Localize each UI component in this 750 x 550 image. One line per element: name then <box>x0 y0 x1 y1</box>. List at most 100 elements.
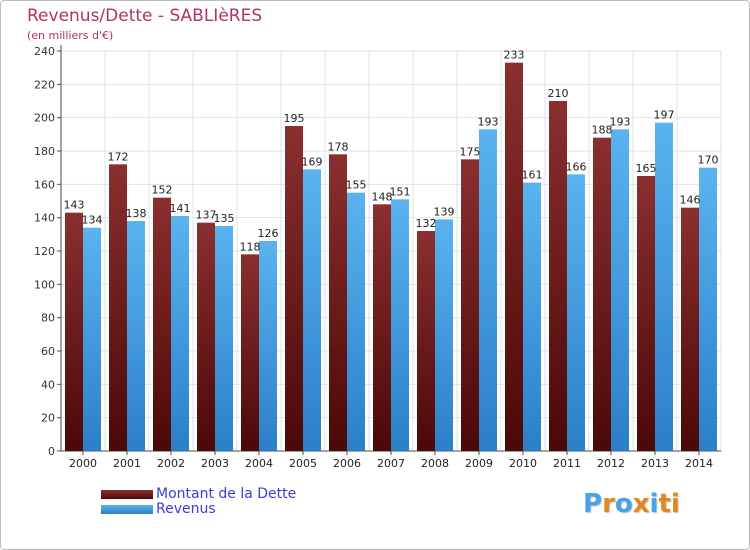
dette-bar <box>461 159 479 452</box>
revenus-bar-label: 197 <box>654 109 675 122</box>
revenus-bar <box>303 169 321 452</box>
revenus-bar <box>699 167 717 451</box>
revenus-bar-label: 139 <box>434 205 455 218</box>
dette-bar-label: 165 <box>636 162 657 175</box>
x-tick-label: 2006 <box>333 457 361 470</box>
dette-bar-label: 137 <box>196 209 217 222</box>
revenus-bar <box>435 219 453 451</box>
revenus-bar <box>479 129 497 452</box>
x-tick-label: 2007 <box>377 457 405 470</box>
y-tick-label: 160 <box>34 178 55 191</box>
revenus-bar-label: 138 <box>126 207 147 220</box>
dette-bar <box>109 164 127 452</box>
dette-bar <box>373 204 391 451</box>
y-tick-label: 220 <box>34 78 55 91</box>
revenus-bar <box>611 129 629 452</box>
logo-letter: t <box>658 489 671 519</box>
dette-bar <box>153 197 171 451</box>
revenus-bar <box>655 122 673 452</box>
revenus-bar-label: 134 <box>82 214 103 227</box>
revenus-bar-label: 135 <box>214 212 235 225</box>
x-tick-label: 2013 <box>641 457 669 470</box>
revenus-bar <box>391 199 409 451</box>
revenus-bar-label: 161 <box>522 169 543 182</box>
x-tick-label: 2008 <box>421 457 449 470</box>
dette-bar <box>593 137 611 451</box>
dette-bar-label: 175 <box>460 145 481 158</box>
revenus-bar-label: 155 <box>346 179 367 192</box>
y-tick-label: 80 <box>41 312 55 325</box>
x-tick-label: 2001 <box>113 457 141 470</box>
revenus-bar-label: 166 <box>566 160 587 173</box>
legend-swatch-revenus <box>101 505 153 514</box>
dette-bar-label: 152 <box>152 184 173 197</box>
chart-subtitle: (en milliers d'€) <box>27 29 114 42</box>
dette-bar-label: 132 <box>416 217 437 230</box>
dette-bar-label: 143 <box>64 199 85 212</box>
dette-bar <box>549 101 567 451</box>
dette-bar <box>285 126 303 451</box>
logo-letter: o <box>614 489 633 519</box>
x-tick-label: 2002 <box>157 457 185 470</box>
revenus-bar-label: 193 <box>610 115 631 128</box>
revenus-bar <box>567 174 585 452</box>
revenus-bar-label: 169 <box>302 155 323 168</box>
revenus-bar <box>171 216 189 451</box>
dette-bar <box>505 62 523 452</box>
legend-swatch-dette <box>101 490 153 499</box>
revenus-bar <box>83 227 101 451</box>
x-tick-label: 2004 <box>245 457 273 470</box>
dette-bar <box>241 254 259 451</box>
y-tick-label: 40 <box>41 378 55 391</box>
dette-bar-label: 210 <box>548 87 569 100</box>
dette-bar-label: 146 <box>680 194 701 207</box>
chart-title: Revenus/Dette - SABLIèRES <box>27 6 263 26</box>
dette-bar-label: 178 <box>328 140 349 153</box>
dette-bar-label: 188 <box>592 124 613 137</box>
legend-label-dette: Montant de la Dette <box>156 486 297 502</box>
revenus-bar-label: 151 <box>390 185 411 198</box>
revenus-bar <box>127 221 145 451</box>
x-tick-label: 2005 <box>289 457 317 470</box>
y-tick-label: 180 <box>34 145 55 158</box>
bars <box>65 62 717 452</box>
y-tick-label: 20 <box>41 412 55 425</box>
revenus-bar-label: 126 <box>258 227 279 240</box>
dette-bar <box>197 222 215 451</box>
dette-bar <box>681 207 699 451</box>
y-tick-label: 120 <box>34 245 55 258</box>
revenus-bar-label: 193 <box>478 115 499 128</box>
dette-bar <box>65 212 83 451</box>
dette-bar-label: 118 <box>240 240 261 253</box>
revenus-bar-label: 170 <box>698 154 719 167</box>
x-tick-label: 2010 <box>509 457 537 470</box>
revenus-bar <box>259 241 277 451</box>
x-tick-label: 2000 <box>69 457 97 470</box>
logo-letter: r <box>602 489 615 519</box>
x-tick-label: 2009 <box>465 457 493 470</box>
x-tick-label: 2014 <box>685 457 713 470</box>
y-tick-label: 0 <box>48 445 55 458</box>
revenus-bar <box>215 226 233 451</box>
dette-bar-label: 233 <box>504 49 525 62</box>
dette-bar-label: 195 <box>284 112 305 125</box>
proxiti-logo: Proxiti <box>583 489 680 519</box>
y-tick-label: 100 <box>34 278 55 291</box>
legend-label-revenus: Revenus <box>156 501 216 517</box>
dette-bar <box>417 231 435 451</box>
logo-letter: P <box>583 489 603 519</box>
x-tick-label: 2003 <box>201 457 229 470</box>
y-tick-label: 240 <box>34 45 55 58</box>
dette-bar-label: 172 <box>108 150 129 163</box>
dette-bar <box>329 154 347 452</box>
logo-letter: i <box>649 489 659 519</box>
dette-bar-label: 148 <box>372 190 393 203</box>
y-tick-label: 60 <box>41 345 55 358</box>
axes: 0 20 40 60 80 100 120 140 160 180 200 220 240 2000 200… <box>34 45 721 470</box>
logo-letter: x <box>632 489 650 519</box>
x-tick-label: 2011 <box>553 457 581 470</box>
logo-letter: i <box>670 489 680 519</box>
